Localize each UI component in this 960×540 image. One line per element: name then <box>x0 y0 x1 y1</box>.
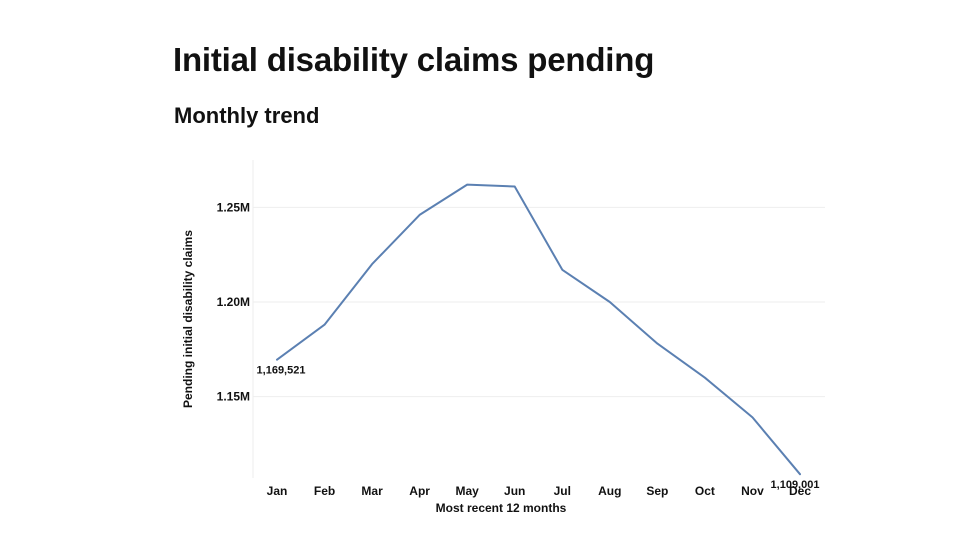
x-tick-label: Feb <box>314 484 335 498</box>
page-subtitle: Monthly trend <box>174 103 320 128</box>
x-tick-label: Nov <box>741 484 764 498</box>
x-tick-label: Sep <box>646 484 668 498</box>
data-label: 1,169,521 <box>257 365 306 377</box>
x-axis-title: Most recent 12 months <box>436 501 567 515</box>
series-line-0 <box>276 183 801 476</box>
y-tick-label: 1.25M <box>217 200 250 214</box>
y-axis: 1.15M 1.20M 1.25M <box>217 200 250 403</box>
data-label: 1,109,001 <box>771 479 820 491</box>
data-labels: 1,169,521 1,109,001 <box>257 365 820 492</box>
y-tick-label: 1.15M <box>217 390 250 404</box>
x-tick-label: Apr <box>409 484 430 498</box>
y-tick-label: 1.20M <box>217 295 250 309</box>
series-layer <box>276 183 801 476</box>
x-tick-label: Oct <box>695 484 715 498</box>
y-axis-title: Pending initial disability claims <box>181 230 195 408</box>
x-tick-label: Jan <box>267 484 288 498</box>
page-title: Initial disability claims pending <box>173 41 655 78</box>
x-axis: Jan Feb Mar Apr May Jun Jul Aug Sep Oct Nov Dec <box>267 484 812 498</box>
x-tick-label: May <box>456 484 480 498</box>
x-tick-label: Jul <box>554 484 571 498</box>
x-tick-label: Mar <box>361 484 383 498</box>
gridlines <box>252 160 825 478</box>
x-tick-label: Jun <box>504 484 525 498</box>
x-tick-label: Aug <box>598 484 621 498</box>
x-tick-label: Dec <box>789 484 811 498</box>
